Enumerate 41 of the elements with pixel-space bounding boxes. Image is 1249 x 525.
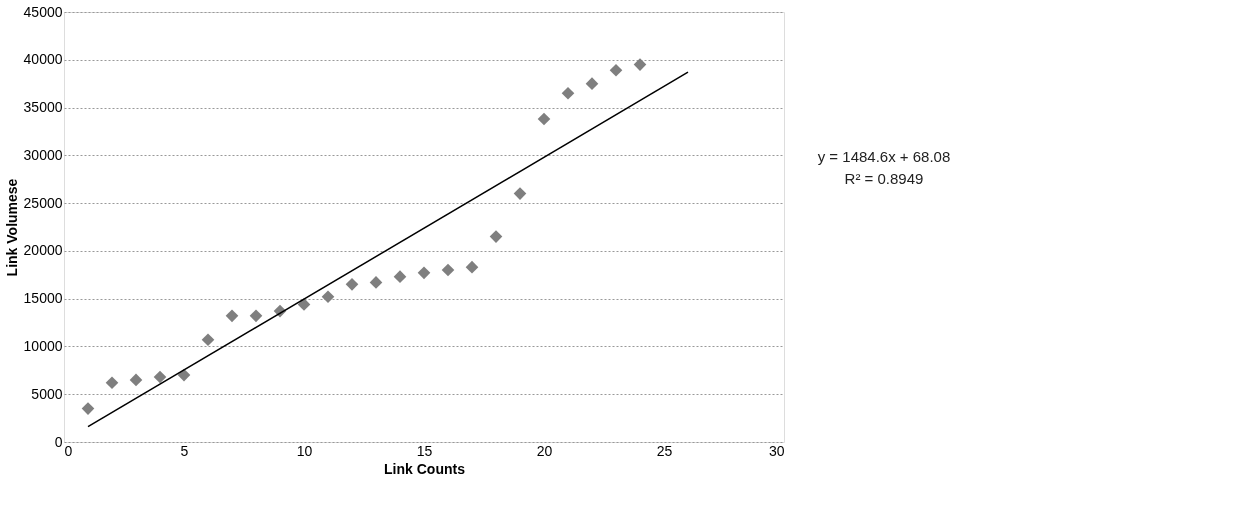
point xyxy=(321,290,335,304)
y-tick-label: 20000 xyxy=(23,242,63,259)
point xyxy=(201,333,215,347)
point xyxy=(513,187,527,200)
y-tick-label: 40000 xyxy=(23,51,63,68)
point xyxy=(345,278,359,291)
point xyxy=(633,58,647,71)
point xyxy=(81,402,95,415)
point xyxy=(393,270,407,284)
point xyxy=(585,77,599,90)
y-tick-label: 25000 xyxy=(23,194,63,211)
y-tick-label: 10000 xyxy=(23,337,63,354)
point xyxy=(249,309,263,323)
point xyxy=(225,309,239,323)
point xyxy=(417,266,431,280)
x-tick-label: 5 xyxy=(180,442,189,459)
y-axis-title: Link Volumese xyxy=(3,178,20,277)
x-axis-title: Link Counts xyxy=(384,460,466,477)
y-tick-label: 15000 xyxy=(23,290,63,307)
point xyxy=(465,260,479,274)
point xyxy=(609,63,623,77)
x-tick-label: 30 xyxy=(768,442,785,459)
point xyxy=(177,368,191,382)
x-tick-label: 25 xyxy=(656,442,673,459)
point xyxy=(105,376,119,390)
point xyxy=(441,263,455,277)
point xyxy=(153,370,167,384)
x-tick-label: 10 xyxy=(296,442,313,459)
text: R² = 0.8949 xyxy=(844,170,924,187)
point xyxy=(129,373,143,387)
point xyxy=(561,86,575,100)
point xyxy=(369,276,383,289)
x-tick-label: 20 xyxy=(536,442,553,459)
y-tick-label: 30000 xyxy=(23,146,63,163)
y-tick-label: 35000 xyxy=(23,99,63,116)
point xyxy=(537,112,551,126)
x-tick-label: 15 xyxy=(416,442,433,459)
text: y = 1484.6x + 68.08 xyxy=(817,148,951,165)
y-tick-label: 45000 xyxy=(23,3,63,20)
y-tick-label: 5000 xyxy=(31,385,63,402)
point xyxy=(489,230,503,243)
